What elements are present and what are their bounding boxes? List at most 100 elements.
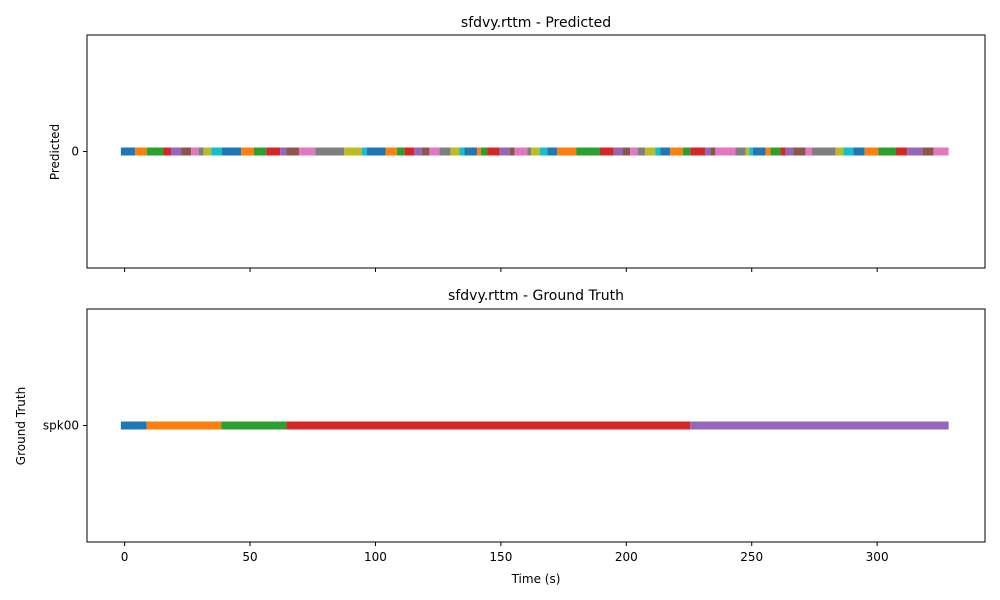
predicted-ylabel: Predicted: [48, 124, 62, 180]
segment-70: [853, 147, 865, 156]
segment-62: [770, 147, 781, 156]
segment-5: [181, 147, 192, 156]
segment-29: [459, 147, 465, 156]
segment-59: [749, 147, 753, 156]
segment-57: [735, 147, 746, 156]
segment-49: [655, 147, 661, 156]
predicted-title: sfdvy.rttm - Predicted: [461, 15, 611, 31]
segment-61: [765, 147, 771, 156]
segment-24: [414, 147, 422, 156]
segment-6: [191, 147, 199, 156]
segment-4: [171, 147, 182, 156]
segment-46: [630, 147, 638, 156]
x-tick-label-5: 250: [740, 550, 763, 564]
segment-37: [527, 147, 531, 156]
segment-41: [557, 147, 577, 156]
ground-truth-ylabel: Ground Truth: [14, 387, 28, 465]
segment-2: [221, 421, 287, 430]
segment-72: [878, 147, 896, 156]
segment-9: [211, 147, 222, 156]
segment-8: [203, 147, 212, 156]
ground-truth-panel: sfdvy.rttm - Ground Truth Ground Truth 0…: [14, 288, 986, 586]
segment-47: [637, 147, 646, 156]
segment-74: [907, 147, 923, 156]
segment-67: [811, 147, 836, 156]
segment-0: [120, 147, 136, 156]
predicted-segments: [120, 147, 949, 156]
segment-3: [163, 147, 172, 156]
segment-12: [253, 147, 267, 156]
segment-13: [266, 147, 281, 156]
segment-48: [645, 147, 656, 156]
segment-54: [705, 147, 711, 156]
segment-55: [710, 147, 716, 156]
ground-truth-title: sfdvy.rttm - Ground Truth: [448, 288, 624, 304]
segment-32: [480, 147, 488, 156]
segment-65: [793, 147, 806, 156]
segment-7: [198, 147, 204, 156]
segment-27: [439, 147, 451, 156]
x-tick-label-1: 50: [242, 550, 257, 564]
segment-53: [690, 147, 706, 156]
predicted-xticks: [124, 268, 878, 272]
segment-1: [146, 421, 222, 430]
y-tick-label-0: 0: [71, 145, 79, 159]
segment-69: [843, 147, 854, 156]
segment-36: [514, 147, 528, 156]
predicted-yticks: 0: [71, 145, 87, 159]
segment-31: [477, 147, 481, 156]
segment-3: [286, 421, 691, 430]
segment-10: [221, 147, 242, 156]
segment-76: [933, 147, 949, 156]
segment-71: [864, 147, 879, 156]
segment-66: [805, 147, 812, 156]
segment-45: [622, 147, 631, 156]
segment-26: [429, 147, 440, 156]
x-tick-label-6: 300: [866, 550, 889, 564]
x-tick-label-2: 100: [364, 550, 387, 564]
segment-18: [344, 147, 362, 156]
segment-33: [487, 147, 500, 156]
segment-16: [298, 147, 316, 156]
segment-25: [421, 147, 430, 156]
segment-15: [286, 147, 299, 156]
ground-truth-segments: [120, 421, 949, 430]
segment-30: [464, 147, 478, 156]
x-tick-label-4: 200: [615, 550, 638, 564]
segment-51: [670, 147, 683, 156]
segment-44: [613, 147, 623, 156]
segment-1: [135, 147, 147, 156]
segment-50: [660, 147, 671, 156]
segment-0: [120, 421, 147, 430]
segment-64: [785, 147, 794, 156]
x-tick-label-0: 0: [121, 550, 129, 564]
segment-11: [241, 147, 254, 156]
segment-22: [396, 147, 405, 156]
segment-75: [922, 147, 934, 156]
y-tick-label-0: spk00: [43, 419, 79, 433]
segment-39: [539, 147, 548, 156]
segment-20: [366, 147, 386, 156]
segment-34: [499, 147, 510, 156]
x-axis-label: Time (s): [511, 572, 561, 586]
segment-17: [315, 147, 345, 156]
predicted-axes-frame: [86, 34, 986, 269]
segment-14: [280, 147, 287, 156]
x-tick-label-3: 150: [489, 550, 512, 564]
segment-2: [146, 147, 164, 156]
segment-56: [715, 147, 736, 156]
segment-28: [450, 147, 460, 156]
segment-43: [599, 147, 614, 156]
segment-23: [404, 147, 415, 156]
segment-52: [682, 147, 691, 156]
segment-73: [895, 147, 908, 156]
segment-4: [690, 421, 949, 430]
segment-42: [576, 147, 600, 156]
segment-63: [780, 147, 786, 156]
predicted-panel: sfdvy.rttm - Predicted Predicted 0: [48, 15, 986, 272]
segment-40: [547, 147, 558, 156]
segment-21: [385, 147, 397, 156]
ground-truth-yticks: spk00: [43, 419, 87, 433]
segment-58: [745, 147, 750, 156]
